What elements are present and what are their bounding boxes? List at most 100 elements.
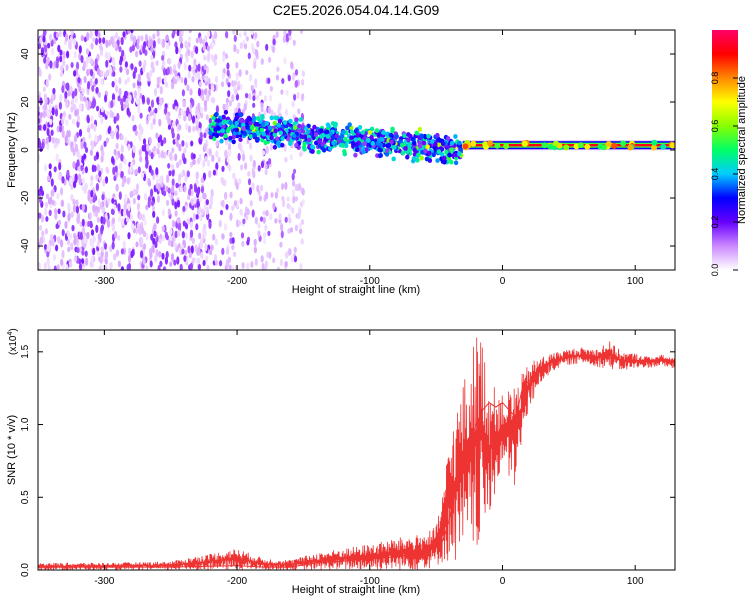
spectrogram-cell [87, 80, 91, 90]
spectrogram-cell [74, 88, 78, 97]
spectrogram-cell [130, 213, 134, 223]
spectrogram-cell [155, 60, 159, 66]
spectrogram-cell [605, 141, 612, 147]
spectrogram-cell [391, 156, 396, 162]
spectrogram-cell [243, 31, 247, 37]
spectrogram-cell [176, 199, 181, 208]
spectrogram-cell [301, 188, 305, 196]
spectrogram-cell [203, 223, 207, 231]
spectrogram-cell [199, 131, 203, 140]
spectrogram-y-tick-label: -20 [20, 190, 31, 205]
spectrogram-cell [369, 135, 374, 140]
spectrogram-cell [191, 237, 195, 245]
spectrogram-cell [172, 64, 177, 72]
spectrogram-cell [51, 47, 55, 56]
spectrogram-cell [268, 251, 272, 260]
spectrogram-cell [39, 111, 44, 119]
spectrogram-cell [59, 187, 64, 196]
spectrogram-cell [207, 30, 211, 38]
spectrogram-cell [167, 208, 171, 216]
spectrogram-cell [118, 46, 122, 53]
spectrogram-cell [246, 208, 250, 216]
spectrogram-cell [320, 132, 326, 138]
spectrogram-cell [233, 251, 237, 257]
spectrogram-cell [330, 135, 336, 141]
spectrogram-cell [115, 84, 119, 94]
spectrogram-cell [64, 91, 68, 99]
spectrogram-cell [114, 165, 118, 173]
spectrogram-cell [374, 128, 380, 134]
spectrogram-cell [188, 251, 192, 259]
spectrogram-cell [430, 139, 435, 145]
spectrogram-cell [262, 210, 266, 216]
spectrogram-cell [203, 142, 207, 151]
spectrogram-cell [64, 135, 68, 143]
spectrogram-cell [98, 170, 102, 177]
spectrogram-cell [228, 264, 232, 270]
spectrogram-cell [297, 108, 301, 115]
spectrogram-cell [282, 35, 286, 44]
spectrogram-cell [44, 228, 49, 235]
spectrogram-cell [208, 117, 212, 124]
spectrogram-cell [627, 144, 634, 151]
spectrogram-cell [38, 224, 43, 231]
spectrogram-cell [189, 88, 193, 96]
spectrogram-cell [239, 119, 245, 124]
spectrogram-cell [111, 80, 115, 88]
spectrogram-cell [289, 227, 293, 233]
spectrogram-cell [248, 187, 252, 196]
spectrogram-cell [78, 129, 83, 137]
spectrogram-cell [203, 204, 207, 212]
spectrogram-cell [142, 258, 146, 265]
spectrogram-cell [107, 52, 111, 61]
spectrogram-cell [301, 78, 305, 86]
spectrogram-cell [221, 120, 226, 126]
spectrogram-cell [243, 103, 247, 111]
snr-x-tick-label: 100 [627, 576, 644, 587]
spectrogram-cell [128, 94, 132, 102]
spectrogram-cell [45, 216, 49, 222]
spectrogram-cell [284, 108, 289, 117]
spectrogram-cell [39, 185, 43, 192]
spectrogram-cell [173, 259, 177, 266]
spectrogram-cell [127, 254, 132, 264]
spectrogram-cell [189, 221, 193, 229]
spectrogram-cell [194, 185, 198, 193]
spectrogram-cell [176, 217, 180, 224]
spectrogram-cell [447, 152, 452, 158]
spectrogram-cell [141, 144, 145, 152]
spectrogram-cell [198, 206, 202, 214]
spectrogram-cell [113, 116, 117, 124]
spectrogram-cell [620, 140, 627, 147]
spectrogram-cell [94, 77, 98, 85]
spectrogram-cell [157, 37, 161, 45]
spectrogram-cell [94, 37, 99, 46]
spectrogram-cell [240, 232, 245, 239]
spectrogram-cell [174, 190, 178, 197]
spectrogram-cell [102, 216, 106, 225]
spectrogram-cell [140, 35, 144, 42]
spectrogram-cell [217, 156, 221, 163]
spectrogram-cell [61, 129, 65, 139]
spectrogram-cell [394, 134, 399, 139]
spectrogram-cell [137, 166, 141, 174]
spectrogram-cell [272, 132, 277, 138]
spectrogram-cell [69, 261, 73, 268]
spectrogram-cell [215, 150, 219, 158]
spectrogram-cell [239, 145, 243, 152]
spectrogram-cell [202, 259, 206, 267]
spectrogram-cell [43, 57, 47, 64]
spectrogram-cell [110, 36, 114, 45]
spectrogram-cell [247, 178, 252, 186]
spectrogram-cell [162, 60, 166, 66]
spectrogram-cell [100, 78, 104, 85]
spectrogram-cell [201, 39, 206, 45]
spectrogram-cell [288, 30, 292, 36]
spectrogram-cell [117, 203, 121, 212]
snr-y-tick-label: 0.5 [20, 490, 31, 504]
spectrogram-cell [276, 266, 281, 270]
spectrogram-cell [43, 262, 48, 270]
spectrogram-cell [180, 108, 184, 116]
spectrogram-cell [149, 252, 153, 259]
spectrogram-cell [229, 212, 233, 221]
